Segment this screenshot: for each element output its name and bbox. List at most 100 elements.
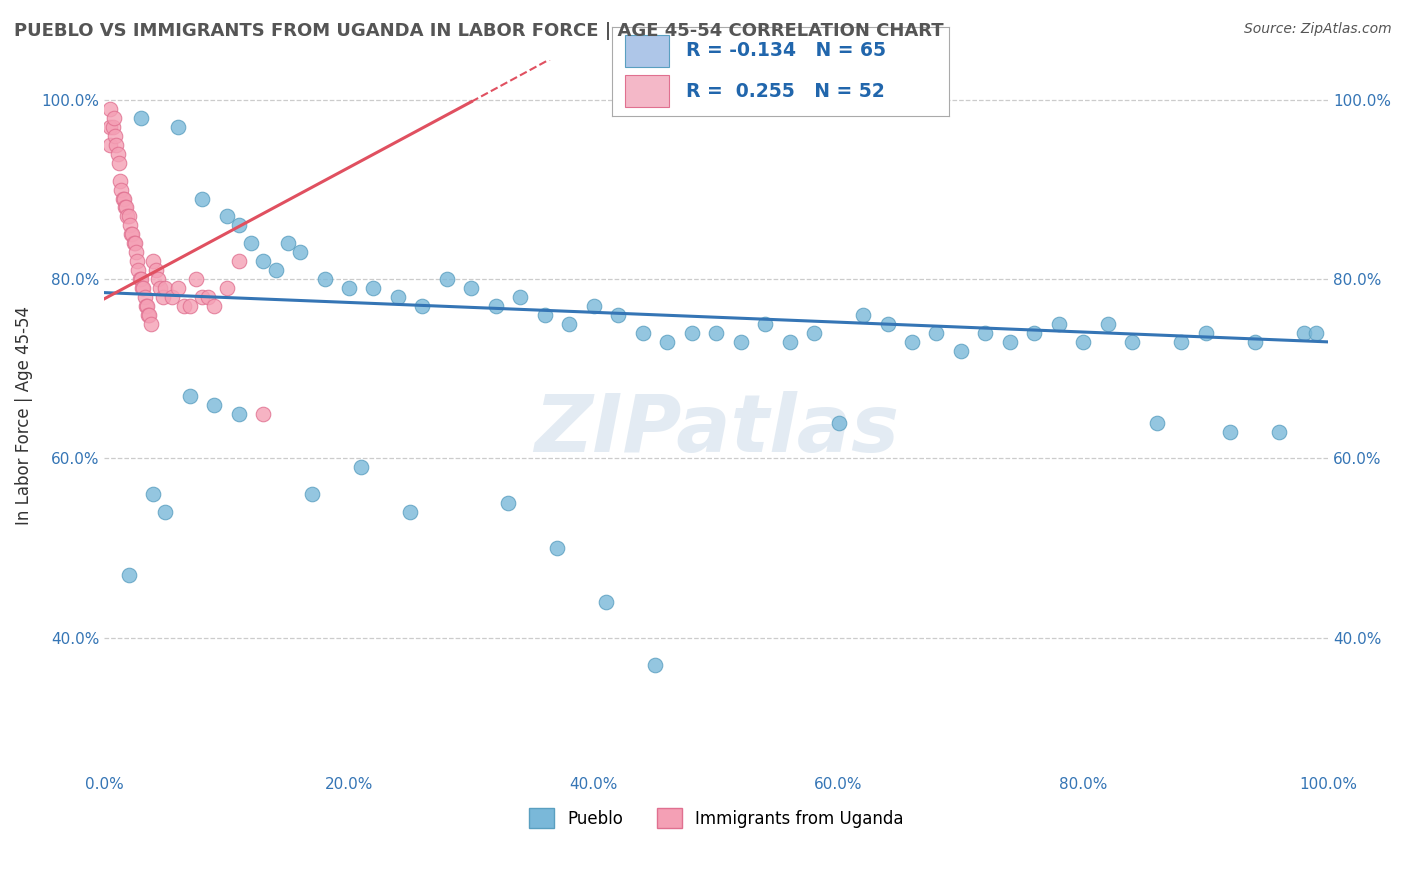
Point bbox=[852, 308, 875, 322]
Point bbox=[827, 416, 849, 430]
Point bbox=[191, 290, 214, 304]
Point bbox=[949, 343, 972, 358]
Point bbox=[145, 263, 167, 277]
Point bbox=[138, 308, 160, 322]
Point bbox=[644, 657, 666, 672]
Point bbox=[173, 299, 195, 313]
Point bbox=[129, 111, 152, 125]
Point bbox=[264, 263, 287, 277]
Point bbox=[98, 120, 121, 134]
Point bbox=[142, 254, 165, 268]
Point bbox=[111, 192, 134, 206]
Point bbox=[124, 236, 146, 251]
Point bbox=[127, 263, 149, 277]
Point bbox=[149, 281, 172, 295]
Point bbox=[1219, 425, 1241, 439]
Point bbox=[314, 272, 336, 286]
Point bbox=[110, 182, 132, 196]
Point bbox=[387, 290, 409, 304]
Point bbox=[1047, 317, 1070, 331]
Point bbox=[166, 120, 188, 134]
Point bbox=[436, 272, 458, 286]
Point bbox=[132, 281, 155, 295]
Point bbox=[631, 326, 654, 340]
Point bbox=[657, 334, 679, 349]
Point bbox=[582, 299, 605, 313]
Point bbox=[197, 290, 219, 304]
Point bbox=[105, 137, 128, 152]
Point bbox=[146, 272, 169, 286]
Point bbox=[117, 210, 139, 224]
Point bbox=[1195, 326, 1218, 340]
Point bbox=[779, 334, 801, 349]
Point bbox=[1121, 334, 1143, 349]
Point bbox=[228, 407, 250, 421]
Point bbox=[108, 155, 131, 169]
Point bbox=[1073, 334, 1095, 349]
Point bbox=[301, 487, 323, 501]
Text: R = -0.134   N = 65: R = -0.134 N = 65 bbox=[686, 41, 886, 61]
Point bbox=[142, 487, 165, 501]
Point bbox=[118, 210, 141, 224]
Point bbox=[595, 595, 617, 609]
Point bbox=[277, 236, 299, 251]
Point bbox=[120, 227, 142, 242]
Point bbox=[974, 326, 997, 340]
Point bbox=[160, 290, 183, 304]
Point bbox=[1292, 326, 1315, 340]
Point bbox=[179, 389, 201, 403]
Point bbox=[925, 326, 948, 340]
Point bbox=[876, 317, 898, 331]
Point bbox=[399, 505, 422, 519]
Point bbox=[411, 299, 433, 313]
Point bbox=[533, 308, 555, 322]
Point bbox=[803, 326, 825, 340]
Point bbox=[103, 111, 125, 125]
Point bbox=[1305, 326, 1327, 340]
Point bbox=[135, 299, 157, 313]
Point bbox=[509, 290, 531, 304]
Point bbox=[121, 227, 143, 242]
Point bbox=[155, 281, 177, 295]
Point bbox=[1097, 317, 1119, 331]
Point bbox=[288, 245, 311, 260]
Point bbox=[607, 308, 630, 322]
Point bbox=[558, 317, 581, 331]
Point bbox=[704, 326, 727, 340]
Point bbox=[127, 254, 149, 268]
Point bbox=[215, 281, 238, 295]
Point bbox=[228, 219, 250, 233]
Point bbox=[202, 398, 225, 412]
Point bbox=[136, 299, 159, 313]
Point bbox=[152, 290, 174, 304]
Point bbox=[179, 299, 201, 313]
Point bbox=[228, 254, 250, 268]
Point bbox=[546, 541, 568, 555]
Point bbox=[114, 201, 136, 215]
Bar bbox=[626, 35, 669, 67]
Point bbox=[108, 173, 131, 187]
Text: PUEBLO VS IMMIGRANTS FROM UGANDA IN LABOR FORCE | AGE 45-54 CORRELATION CHART: PUEBLO VS IMMIGRANTS FROM UGANDA IN LABO… bbox=[14, 22, 943, 40]
Point bbox=[485, 299, 508, 313]
Point bbox=[98, 102, 121, 116]
Point bbox=[1243, 334, 1265, 349]
Point bbox=[681, 326, 703, 340]
Point bbox=[155, 505, 177, 519]
Point bbox=[1268, 425, 1291, 439]
Point bbox=[252, 407, 274, 421]
Point bbox=[101, 120, 124, 134]
Point bbox=[131, 281, 153, 295]
Text: R =  0.255   N = 52: R = 0.255 N = 52 bbox=[686, 82, 884, 102]
Point bbox=[125, 245, 148, 260]
Point bbox=[122, 236, 145, 251]
Point bbox=[129, 272, 152, 286]
Point bbox=[215, 210, 238, 224]
Text: ZIPatlas: ZIPatlas bbox=[534, 391, 898, 469]
Point bbox=[112, 192, 135, 206]
Point bbox=[754, 317, 776, 331]
Point bbox=[118, 219, 141, 233]
Point bbox=[363, 281, 385, 295]
Point bbox=[98, 137, 121, 152]
Point bbox=[240, 236, 263, 251]
Point bbox=[460, 281, 482, 295]
